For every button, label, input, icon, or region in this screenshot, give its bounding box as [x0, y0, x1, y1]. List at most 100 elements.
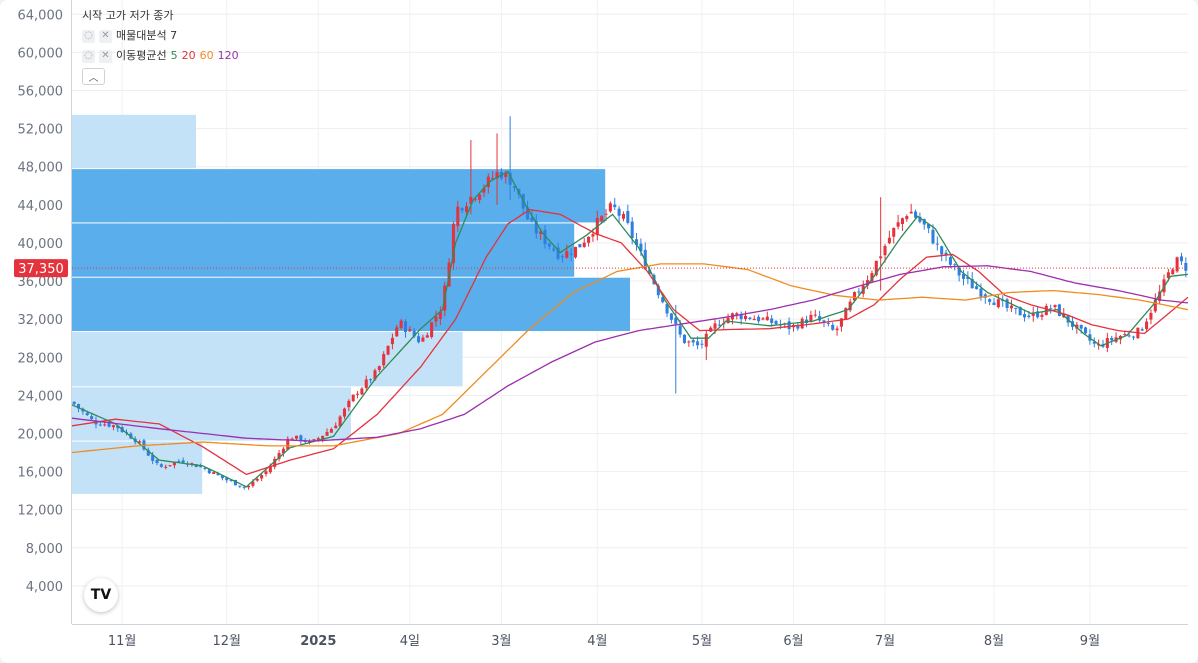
candle-body [164, 466, 168, 468]
candle-body [774, 321, 778, 325]
candle-body [312, 439, 316, 441]
candle-body [199, 466, 203, 468]
candle-body [752, 318, 756, 321]
candle-body [1014, 307, 1018, 309]
candle-body [717, 324, 721, 326]
x-tick-label: 4일 [400, 634, 420, 649]
y-tick-label: 32,000 [18, 313, 64, 328]
candle-body [573, 246, 578, 258]
candle-body [892, 227, 896, 237]
candle-body [569, 253, 573, 255]
candle-body [360, 388, 364, 395]
candle-body [713, 323, 717, 329]
candle-body [822, 320, 826, 323]
candle-body [181, 460, 185, 463]
x-tick-label: 9월 [1080, 634, 1100, 649]
candle-body [944, 252, 948, 256]
candle-body [953, 264, 957, 266]
candle-body [1027, 315, 1031, 318]
y-tick-label: 40,000 [18, 237, 64, 252]
x-tick-label: 11월 [108, 634, 137, 649]
candle-body [1179, 256, 1183, 262]
candle-body [347, 400, 351, 408]
legend: 시작 고가 저가 종가 ◌ ✕ 매물대분석 7 ◌ ✕ 이동평균선 5 20 6… [82, 6, 239, 66]
ma-line-5 [71, 170, 1189, 488]
candle-body [970, 278, 974, 289]
candle-body [116, 425, 120, 429]
candle-body [691, 339, 695, 343]
collapse-legend-button[interactable]: ︿ [82, 68, 105, 85]
x-tick-label: 6월 [783, 634, 803, 649]
candle-body [220, 475, 224, 479]
candle-body [870, 273, 874, 282]
candle-body [1022, 314, 1027, 318]
candle-body [909, 211, 913, 214]
candle-body [399, 320, 403, 329]
volume-profile-bar [72, 441, 203, 494]
candle-body [425, 335, 429, 338]
candle-body [229, 479, 233, 481]
ma-line-120 [71, 265, 1189, 442]
candle-body [648, 269, 652, 274]
candle-body [495, 171, 499, 179]
candle-body [591, 234, 595, 237]
candle-body [530, 217, 534, 221]
x-tick-label: 8월 [984, 634, 1004, 649]
candle-body [940, 246, 944, 255]
candle-body [996, 299, 1000, 308]
candle-body [757, 316, 761, 322]
candle-body [835, 328, 839, 331]
candle-body [900, 218, 904, 224]
candle-body [286, 438, 290, 450]
candle-body [1145, 321, 1149, 330]
candle-body [395, 327, 399, 337]
candle-body [1031, 312, 1035, 316]
candle-body [1166, 272, 1170, 278]
candle-body [552, 248, 556, 251]
candle-body [351, 394, 355, 402]
candle-body [922, 219, 926, 225]
candle-body [417, 336, 421, 343]
candle-body [203, 467, 207, 469]
candle-body [534, 221, 538, 234]
candle-body [77, 404, 81, 409]
eye-off-icon[interactable]: ◌ [82, 29, 95, 43]
candle-body [107, 422, 111, 427]
candle-body [696, 341, 700, 346]
ma-line-20 [71, 208, 1189, 476]
candle-body [626, 210, 630, 223]
close-icon[interactable]: ✕ [99, 29, 112, 43]
candle-body [1040, 314, 1044, 317]
candle-body [765, 316, 769, 321]
candle-body [748, 317, 752, 320]
ma-legend[interactable]: ◌ ✕ 이동평균선 5 20 60 120 [82, 46, 239, 66]
candle-body [539, 231, 543, 234]
volume-profile-legend[interactable]: ◌ ✕ 매물대분석 7 [82, 26, 239, 46]
eye-off-icon[interactable]: ◌ [82, 49, 95, 63]
candle-body [857, 291, 861, 293]
candle-body [85, 412, 89, 416]
close-icon[interactable]: ✕ [99, 49, 112, 63]
candle-body [578, 244, 582, 248]
candle-body [325, 431, 329, 436]
candle-body [1057, 304, 1061, 316]
candle-body [975, 286, 979, 290]
candle-body [726, 317, 730, 324]
candle-body [294, 435, 299, 439]
candle-body [242, 486, 246, 488]
candle-body [661, 297, 665, 303]
candle-body [704, 333, 708, 347]
candle-body [1009, 305, 1013, 309]
axes: 4,000 8,000 12,000 16,000 20,000 24,000 28,000… [18, 0, 1188, 649]
candle-body [146, 450, 150, 456]
candle-body [421, 337, 425, 342]
tradingview-logo[interactable]: TV [84, 578, 118, 612]
candle-body [98, 424, 102, 426]
y-tick-label: 24,000 [18, 389, 64, 404]
candle-body [469, 196, 473, 204]
candle-body [451, 223, 455, 264]
candle-body [621, 213, 625, 219]
current-price-tag-bg [14, 259, 68, 278]
volume-profile-bar [72, 332, 463, 387]
